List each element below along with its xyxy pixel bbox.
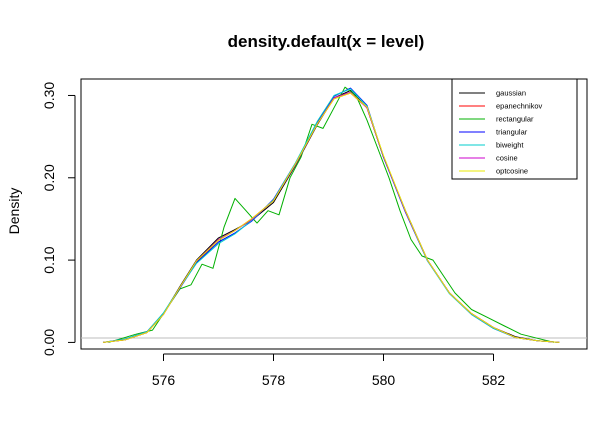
y-axis-label: Density <box>6 188 22 235</box>
legend-label-optcosine: optcosine <box>496 167 528 176</box>
plot-frame <box>80 78 588 350</box>
legend-label-cosine: cosine <box>496 154 518 163</box>
x-axis: 576 578 580 582 <box>152 353 506 388</box>
legend: gaussian epanechnikov rectangular triangula… <box>451 78 578 180</box>
x-tick-label: 576 <box>152 372 176 388</box>
y-tick-label: 0.10 <box>41 246 57 273</box>
density-curves <box>102 86 560 343</box>
legend-label-triangular: triangular <box>496 128 528 137</box>
y-tick-label: 0.30 <box>41 82 57 109</box>
y-tick-label: 0.00 <box>41 329 57 356</box>
chart-title: density.default(x = level) <box>228 32 425 51</box>
y-axis: 0.00 0.10 0.20 0.30 <box>41 82 76 356</box>
y-tick-label: 0.20 <box>41 164 57 191</box>
legend-label-gaussian: gaussian <box>496 89 526 98</box>
x-tick-label: 580 <box>372 372 396 388</box>
series-line-optcosine <box>102 92 560 343</box>
series-line-rectangular <box>108 86 555 343</box>
legend-label-epanechnikov: epanechnikov <box>496 102 543 111</box>
legend-label-biweight: biweight <box>496 141 524 150</box>
legend-box <box>451 78 578 180</box>
x-tick-label: 578 <box>262 372 286 388</box>
x-tick-label: 582 <box>482 372 506 388</box>
legend-label-rectangular: rectangular <box>496 115 534 124</box>
